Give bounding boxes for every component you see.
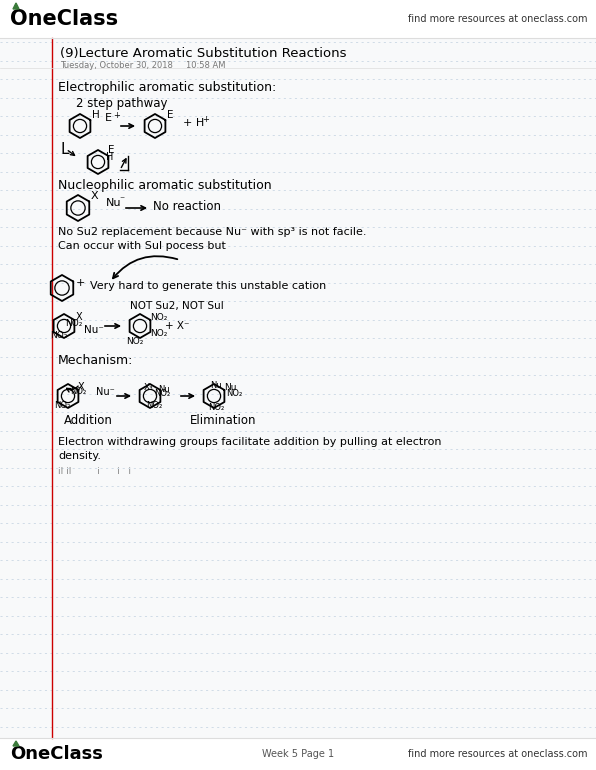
Text: find more resources at oneclass.com: find more resources at oneclass.com	[408, 14, 588, 24]
Text: Week 5 Page 1: Week 5 Page 1	[262, 749, 334, 759]
Text: NO₂: NO₂	[50, 332, 67, 340]
Text: NO₂: NO₂	[226, 390, 242, 399]
Polygon shape	[13, 741, 19, 746]
Text: X: X	[76, 312, 83, 322]
Text: +: +	[113, 111, 120, 119]
Text: L: L	[60, 142, 69, 156]
Text: Nu: Nu	[210, 380, 222, 390]
Text: NOT Su2, NOT Sul: NOT Su2, NOT Sul	[130, 301, 224, 311]
Text: Nu⁻: Nu⁻	[96, 387, 115, 397]
Text: + X⁻: + X⁻	[165, 321, 190, 331]
Text: NO₂: NO₂	[54, 401, 70, 410]
Text: E: E	[105, 113, 112, 123]
Text: E: E	[167, 110, 173, 120]
Text: + H: + H	[183, 118, 204, 128]
Text: X: X	[78, 382, 85, 392]
Text: E: E	[108, 145, 114, 155]
Bar	[0, 738, 596, 770]
Text: Mechanism:: Mechanism:	[58, 353, 134, 367]
Text: Tuesday, October 30, 2018     10:58 AM: Tuesday, October 30, 2018 10:58 AM	[60, 61, 225, 69]
Text: find more resources at oneclass.com: find more resources at oneclass.com	[408, 749, 588, 759]
Text: density.: density.	[58, 451, 101, 461]
Text: Electrophilic aromatic substitution:: Electrophilic aromatic substitution:	[58, 82, 277, 95]
Text: Very hard to generate this unstable cation: Very hard to generate this unstable cati…	[90, 281, 326, 291]
Text: NO₂: NO₂	[150, 330, 167, 339]
Text: X: X	[91, 191, 98, 201]
Text: 2 step pathway: 2 step pathway	[76, 98, 167, 111]
Text: +: +	[202, 116, 209, 125]
Text: Nu: Nu	[158, 384, 170, 393]
Text: OneClass: OneClass	[10, 9, 118, 29]
Text: Nu⁻: Nu⁻	[84, 325, 104, 335]
Text: il il         i      i   i: il il i i i	[58, 467, 131, 477]
Text: No Su2 replacement because Nu⁻ with sp³ is not facile.: No Su2 replacement because Nu⁻ with sp³ …	[58, 227, 367, 237]
Text: (9)Lecture Aromatic Substitution Reactions: (9)Lecture Aromatic Substitution Reactio…	[60, 48, 346, 61]
Text: NO₂: NO₂	[208, 403, 224, 411]
Text: +: +	[76, 278, 85, 288]
Text: Nu: Nu	[106, 198, 122, 208]
Text: NO₂: NO₂	[150, 313, 167, 323]
Text: Electron withdrawing groups facilitate addition by pulling at electron: Electron withdrawing groups facilitate a…	[58, 437, 442, 447]
Text: OneClass: OneClass	[10, 745, 103, 763]
Text: ⁻: ⁻	[119, 195, 124, 205]
Text: Nu: Nu	[224, 383, 237, 393]
Text: NO₂: NO₂	[70, 387, 86, 397]
Text: H: H	[92, 110, 100, 120]
Text: H: H	[106, 152, 113, 162]
Text: NO₂: NO₂	[146, 400, 162, 410]
Bar	[0, 0, 596, 38]
Text: Nucleophilic aromatic substitution: Nucleophilic aromatic substitution	[58, 179, 272, 192]
Text: NO₂: NO₂	[65, 320, 82, 329]
Text: NO₂: NO₂	[126, 337, 144, 346]
Text: NO₂: NO₂	[154, 389, 170, 397]
Text: X₃: X₃	[144, 383, 154, 393]
Text: Can occur with Sul pocess but: Can occur with Sul pocess but	[58, 241, 226, 251]
Text: No reaction: No reaction	[153, 199, 221, 213]
Text: Elimination: Elimination	[190, 413, 256, 427]
Text: Addition: Addition	[64, 413, 113, 427]
Polygon shape	[13, 3, 19, 9]
